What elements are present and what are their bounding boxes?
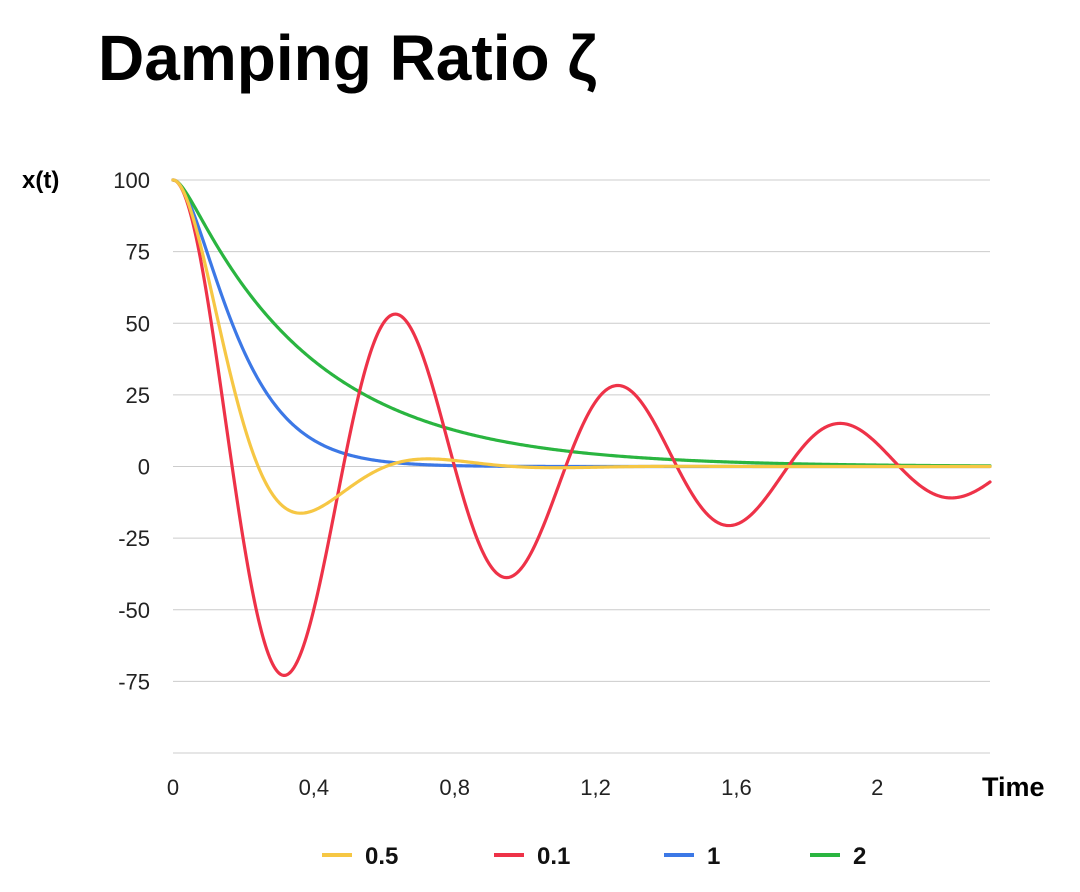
x-tick-label: 0,8 xyxy=(439,775,470,800)
y-tick-label: -75 xyxy=(118,669,150,694)
x-tick-label: 0,4 xyxy=(299,775,330,800)
legend-label: 0.1 xyxy=(537,843,570,870)
legend: 0.5 0.1 1 2 xyxy=(322,843,866,870)
x-tick-label: 1,2 xyxy=(580,775,611,800)
y-tick-label: 100 xyxy=(113,168,150,193)
x-tick-label: 1,6 xyxy=(721,775,752,800)
x-tick-labels: 0 0,4 0,8 1,2 1,6 2 xyxy=(167,775,884,800)
y-tick-label: 25 xyxy=(126,383,150,408)
legend-label: 0.5 xyxy=(365,843,398,870)
y-tick-labels: 100 75 50 25 0 -25 -50 -75 xyxy=(113,168,150,694)
y-tick-label: -50 xyxy=(118,598,150,623)
legend-label: 1 xyxy=(707,843,720,870)
series-line-2 xyxy=(171,178,992,468)
y-tick-label: 0 xyxy=(138,455,150,480)
chart-title: Damping Ratio ζ xyxy=(98,22,597,94)
y-axis-label: x(t) xyxy=(22,167,59,194)
y-tick-label: 50 xyxy=(126,311,150,336)
series-line-0-5 xyxy=(171,178,992,515)
series-lines xyxy=(171,178,992,678)
x-tick-label: 0 xyxy=(167,775,179,800)
y-tick-label: 75 xyxy=(126,240,150,265)
x-axis-label: Time xyxy=(982,772,1045,802)
gridlines xyxy=(173,179,990,754)
series-line-0-1 xyxy=(171,178,992,678)
legend-label: 2 xyxy=(853,843,866,870)
x-tick-label: 2 xyxy=(871,775,883,800)
y-tick-label: -25 xyxy=(118,526,150,551)
